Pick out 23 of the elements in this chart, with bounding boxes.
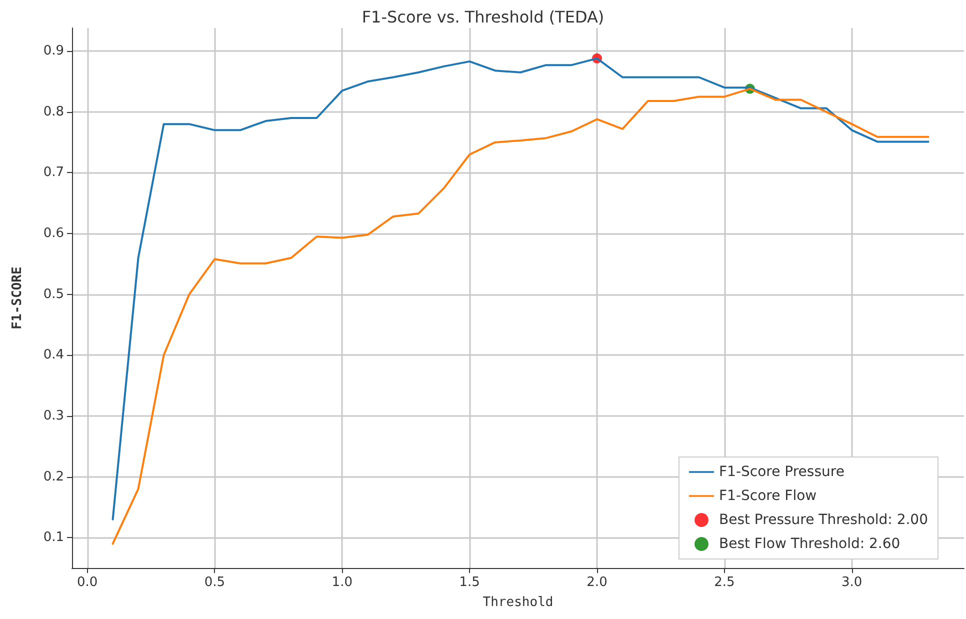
y-axis-title: F1-SCORE: [10, 266, 25, 330]
legend-label: Best Flow Threshold: 2.60: [718, 536, 900, 552]
x-tick-label: 0.0: [76, 575, 98, 590]
x-tick-label: 0.5: [204, 575, 226, 590]
y-tick-label: 0.2: [43, 469, 64, 484]
y-tick-label: 0.3: [43, 408, 64, 424]
legend-label: Best Pressure Threshold: 2.00: [718, 512, 928, 528]
y-tick-label: 0.9: [43, 44, 64, 59]
x-tick-label: 2.5: [714, 575, 735, 590]
chart-title: F1-Score vs. Threshold (TEDA): [362, 8, 604, 26]
y-tick-label: 0.5: [43, 286, 64, 302]
y-tick-label: 0.4: [43, 348, 64, 363]
y-tick-label: 0.1: [43, 530, 64, 546]
x-tick-label: 1.0: [332, 575, 352, 590]
x-tick-label: 2.0: [586, 575, 608, 590]
x-axis-title: Threshold: [482, 595, 554, 610]
y-tick-label: 0.8: [43, 104, 64, 120]
y-tick-label: 0.7: [43, 165, 64, 180]
x-tick-label: 3.0: [842, 575, 862, 590]
x-tick-label: 1.5: [459, 575, 480, 590]
legend-label: F1-Score Flow: [718, 488, 817, 504]
y-tick-label: 0.6: [43, 226, 64, 242]
legend-label: F1-Score Pressure: [718, 464, 844, 480]
